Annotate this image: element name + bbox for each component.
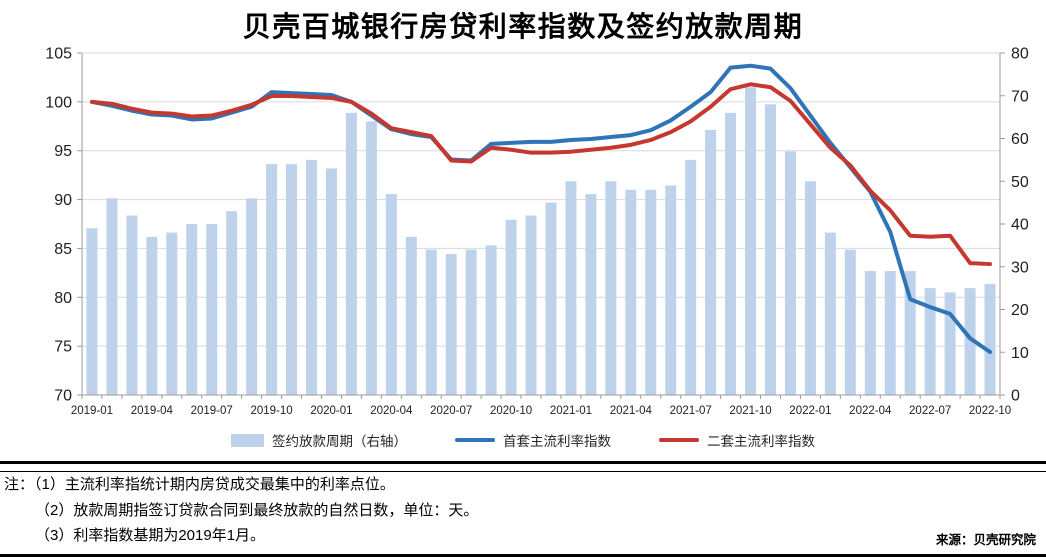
note-line-1: 注：（1）主流利率指统计期内房贷成交最集中的利率点位。 <box>4 476 395 493</box>
svg-text:0: 0 <box>1011 388 1020 405</box>
svg-text:70: 70 <box>1011 88 1029 105</box>
chart-title: 贝壳百城银行房贷利率指数及签约放款周期 <box>242 11 804 42</box>
svg-text:30: 30 <box>1011 259 1029 276</box>
legend-label-first-home: 首套主流利率指数 <box>503 434 611 449</box>
svg-text:2020-01: 2020-01 <box>310 405 352 417</box>
svg-text:2020-07: 2020-07 <box>430 405 472 417</box>
svg-text:70: 70 <box>54 388 72 405</box>
mortgage-rate-chart: 70 75 80 85 90 95 100 105 0 10 20 30 40 50 60 70 80 2019-… <box>45 46 1029 418</box>
notes-divider <box>0 471 1046 472</box>
svg-text:2021-07: 2021-07 <box>670 405 712 417</box>
svg-text:2019-07: 2019-07 <box>191 405 233 417</box>
notes-section: 注：（1）主流利率指统计期内房贷成交最集中的利率点位。 （2）放款周期指签订贷款… <box>0 461 1046 554</box>
svg-text:100: 100 <box>45 94 72 111</box>
svg-text:20: 20 <box>1011 302 1029 319</box>
blue-line-swatch-icon <box>455 437 495 443</box>
svg-text:85: 85 <box>54 241 72 258</box>
bottom-rule <box>0 554 1046 557</box>
note-line-2: （2）放款周期指签订贷款合同到最终放款的自然日数，单位：天。 <box>35 501 479 519</box>
svg-text:2022-07: 2022-07 <box>909 405 951 417</box>
svg-text:80: 80 <box>1011 46 1029 63</box>
svg-text:80: 80 <box>54 290 72 307</box>
svg-text:2022-04: 2022-04 <box>849 405 892 417</box>
legend-label-second-home: 二套主流利率指数 <box>707 434 815 449</box>
legend-label-loan-cycle: 签约放款周期（右轴） <box>272 434 407 449</box>
svg-text:95: 95 <box>54 143 72 160</box>
note-line-3: （3）利率指数基期为2019年1月。 <box>35 527 266 544</box>
svg-text:2022-01: 2022-01 <box>789 405 831 417</box>
legend-item-first-home: 首套主流利率指数 <box>455 430 611 450</box>
svg-text:2021-10: 2021-10 <box>729 405 771 417</box>
svg-text:2020-04: 2020-04 <box>370 405 413 417</box>
svg-text:50: 50 <box>1011 174 1029 191</box>
svg-text:2021-01: 2021-01 <box>550 405 592 417</box>
svg-text:2019-10: 2019-10 <box>250 405 292 417</box>
svg-text:2019-04: 2019-04 <box>131 405 174 417</box>
svg-text:60: 60 <box>1011 131 1029 148</box>
svg-text:105: 105 <box>45 46 72 63</box>
svg-text:10: 10 <box>1011 345 1029 362</box>
legend-item-loan-cycle: 签约放款周期（右轴） <box>231 430 407 450</box>
svg-text:2019-01: 2019-01 <box>71 405 113 417</box>
svg-text:2021-04: 2021-04 <box>610 405 653 417</box>
source-label: 来源：贝壳研究院 <box>935 533 1036 547</box>
chart-legend: 签约放款周期（右轴） 首套主流利率指数 二套主流利率指数 <box>0 430 1046 450</box>
svg-text:2020-10: 2020-10 <box>490 405 532 417</box>
svg-text:40: 40 <box>1011 217 1029 234</box>
svg-text:90: 90 <box>54 192 72 209</box>
red-line-swatch-icon <box>659 437 699 443</box>
legend-item-second-home: 二套主流利率指数 <box>659 430 815 450</box>
svg-text:75: 75 <box>54 339 72 356</box>
bar-swatch-icon <box>231 433 264 447</box>
svg-text:2022-10: 2022-10 <box>969 405 1011 417</box>
